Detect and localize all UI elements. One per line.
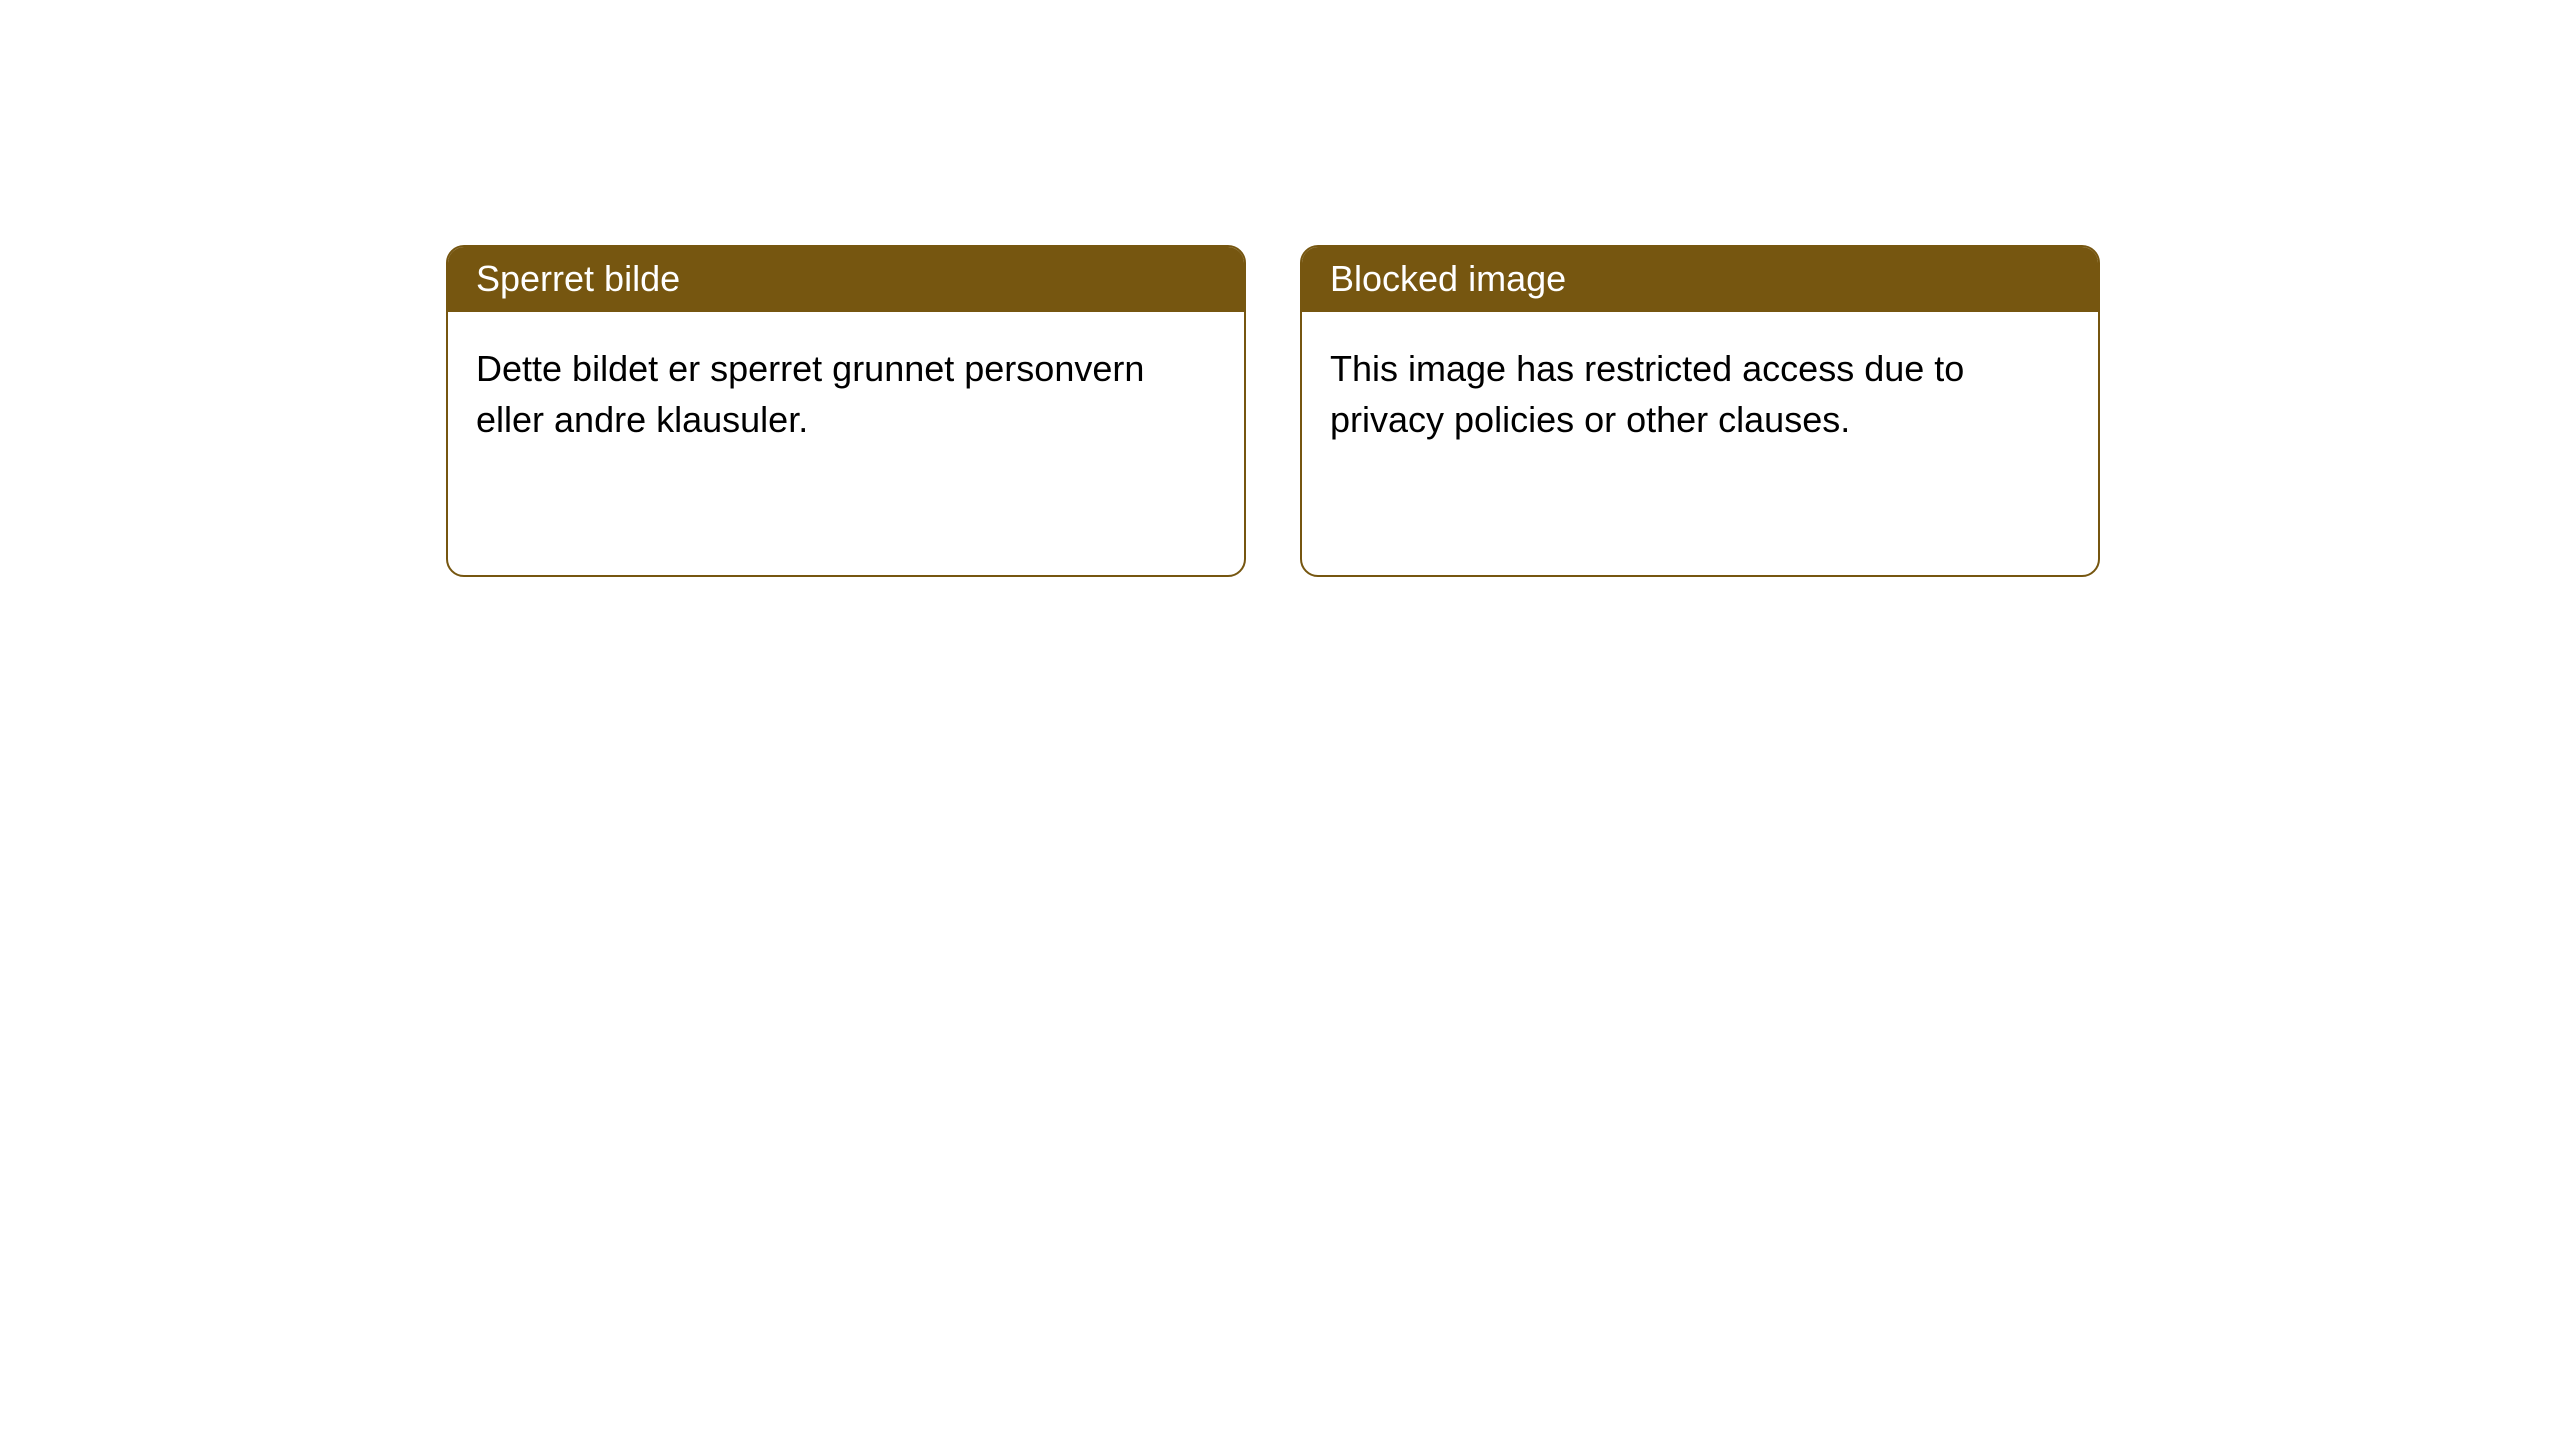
notice-body-english: This image has restricted access due to …	[1302, 312, 2098, 477]
notice-body-norwegian: Dette bildet er sperret grunnet personve…	[448, 312, 1244, 477]
notice-title-norwegian: Sperret bilde	[448, 247, 1244, 312]
notice-card-norwegian: Sperret bilde Dette bildet er sperret gr…	[446, 245, 1246, 577]
notice-title-english: Blocked image	[1302, 247, 2098, 312]
notice-card-english: Blocked image This image has restricted …	[1300, 245, 2100, 577]
notice-container: Sperret bilde Dette bildet er sperret gr…	[0, 0, 2560, 577]
